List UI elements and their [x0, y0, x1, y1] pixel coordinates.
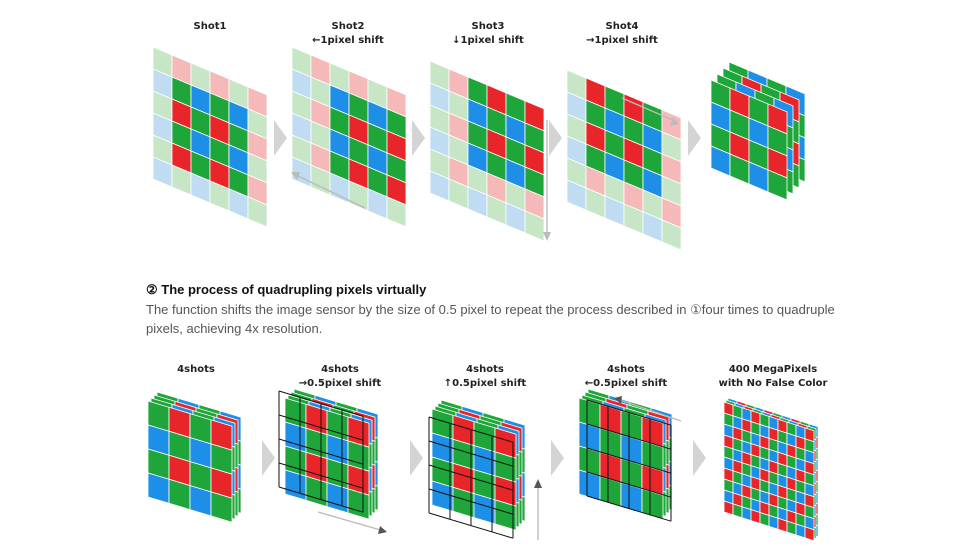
sensor-pixel — [723, 500, 734, 516]
top-title-1: Shot1 — [193, 21, 227, 32]
shift-arrow-left-head — [291, 172, 300, 180]
bottom-label-2: 4shots →0.5pixel shift — [290, 363, 390, 391]
overlay-line — [586, 471, 672, 498]
sensor-pixel — [741, 506, 752, 522]
top-label-4: Shot4 →1pixel shift — [572, 20, 672, 48]
top-label-2: Shot2 ←1pixel shift — [298, 20, 398, 48]
bottom-subtitle-3: ↑0.5pixel shift — [443, 378, 527, 389]
shift-arrow-right-head — [670, 117, 679, 126]
arrow-right-icon — [688, 120, 701, 156]
overlay-line — [428, 464, 514, 491]
top-title-4: Shot4 — [605, 21, 639, 32]
top-subtitle-4: →1pixel shift — [586, 35, 658, 46]
overlay-line — [586, 495, 672, 522]
description-block: ② The process of quadrupling pixels virt… — [146, 282, 846, 338]
top-combined-stack — [710, 61, 806, 201]
overlay-line — [586, 447, 672, 474]
arrow-right-icon — [412, 120, 425, 156]
bottom-label-1: 4shots — [146, 363, 246, 377]
overlay-line — [428, 512, 514, 539]
bottom-stack-4-grid-overlay — [586, 399, 672, 522]
arrow-right-icon — [551, 440, 564, 476]
sensor-pixel — [732, 503, 743, 519]
sensor-pixel — [210, 491, 233, 523]
top-sensor-grid-3 — [429, 60, 545, 242]
bottom-label-3: 4shots ↑0.5pixel shift — [435, 363, 535, 391]
bottom-stack-3 — [431, 399, 526, 531]
top-subtitle-2: ←1pixel shift — [312, 35, 384, 46]
bottom-label-4: 4shots ←0.5pixel shift — [576, 363, 676, 391]
sensor-pixel — [786, 520, 797, 536]
bottom-stack-2-grid-overlay — [278, 390, 364, 513]
description-body: The function shifts the image sensor by … — [146, 302, 835, 336]
arrow-right-icon — [410, 440, 423, 476]
shift-arrow-down-head — [543, 232, 551, 241]
sensor-pixel — [247, 196, 268, 228]
shift-arrow-left-line — [619, 399, 682, 422]
sensor-pixel — [494, 499, 517, 531]
top-label-1: Shot1 — [160, 20, 260, 34]
sensor-pixel — [768, 514, 779, 530]
shift-arrow-up-head — [534, 479, 542, 488]
bottom-stack-3-grid-overlay — [428, 416, 514, 539]
sensor-pixel — [661, 219, 682, 251]
bottom-label-5: 400 MegaPixels with No False Color — [713, 363, 833, 391]
arrow-right-icon — [262, 440, 275, 476]
sensor-pixel — [804, 526, 815, 542]
shift-arrow-right-head — [378, 526, 387, 534]
bottom-stack-1 — [147, 391, 242, 523]
overlay-line — [278, 462, 364, 489]
bottom-title-3: 4shots — [466, 364, 504, 375]
arrow-right-icon — [549, 120, 562, 156]
sensor-pixel — [347, 488, 370, 520]
sensor-pixel — [524, 210, 545, 242]
sensor-pixel — [759, 511, 770, 527]
bottom-subtitle-5: with No False Color — [718, 378, 828, 389]
bottom-title-5: 400 MegaPixels — [728, 364, 818, 375]
bottom-final-grid — [723, 397, 819, 542]
bottom-title-1: 4shots — [177, 364, 215, 375]
top-title-3: Shot3 — [471, 21, 505, 32]
top-sensor-grid-4 — [566, 69, 682, 251]
sensor-pixel — [750, 509, 761, 525]
top-title-2: Shot2 — [331, 21, 365, 32]
top-label-3: Shot3 ↓1pixel shift — [438, 20, 538, 48]
bottom-subtitle-4: ←0.5pixel shift — [584, 378, 668, 389]
overlay-line — [278, 486, 364, 513]
sensor-pixel — [795, 523, 806, 539]
sensor-pixel — [767, 169, 788, 201]
shift-arrow-right-line — [317, 511, 385, 532]
top-subtitle-3: ↓1pixel shift — [452, 35, 524, 46]
bottom-stack-2 — [284, 388, 379, 520]
shift-arrow-right-line — [621, 97, 678, 123]
bottom-stack-4 — [578, 388, 673, 520]
shift-arrow-left-head — [614, 396, 622, 404]
top-sensor-grid-1 — [152, 46, 268, 228]
bottom-title-4: 4shots — [607, 364, 645, 375]
bottom-title-2: 4shots — [321, 364, 359, 375]
sensor-pixel — [777, 517, 788, 533]
shift-arrow-left-line — [295, 174, 366, 209]
bottom-subtitle-2: →0.5pixel shift — [298, 378, 382, 389]
overlay-line — [428, 488, 514, 515]
arrow-right-icon — [693, 440, 706, 476]
arrow-right-icon — [274, 120, 287, 156]
sensor-pixel — [386, 196, 407, 228]
description-heading: ② The process of quadrupling pixels virt… — [146, 282, 427, 297]
overlay-line — [278, 438, 364, 465]
